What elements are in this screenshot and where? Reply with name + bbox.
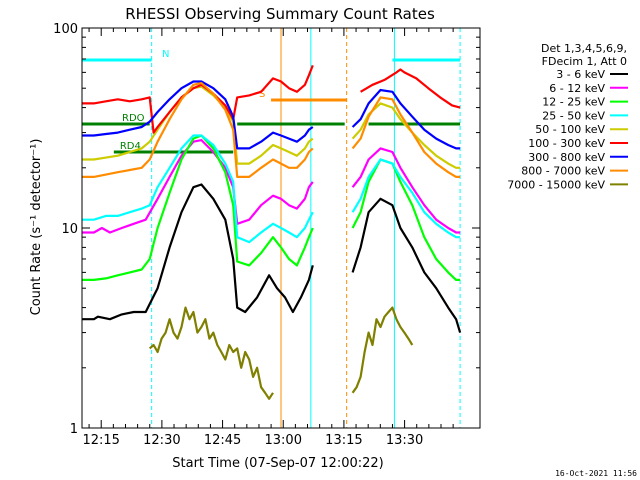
axes: 12:15 12:30 12:45 13:00 13:15 13:30 1 10 100 [53,22,481,448]
y-tick-label-2: 10 [61,222,78,237]
x-tick-label-4: 13:00 [265,433,302,448]
series-line-4 [82,134,461,244]
legend-label-7: 300 - 800 keV [528,151,605,164]
legend-label-4: 25 - 50 keV [542,109,605,122]
flag-bars: N S RDO RD4 [82,49,461,154]
series-lines [82,64,462,400]
series-line-3 [82,134,461,281]
legend-label-5: 50 - 100 keV [535,123,605,136]
legend-label-2: 6 - 12 keV [549,82,605,95]
x-tick-label-5: 13:15 [325,433,362,448]
series-line-7 [82,80,461,150]
series-line-1 [82,183,462,333]
legend-label-8: 800 - 7000 keV [521,165,605,178]
footer-timestamp: 16-Oct-2021 11:56 [555,469,637,478]
y-axis-label: Count Rate (s⁻¹ detector⁻¹) [29,139,44,316]
series-line-8 [82,82,461,178]
chart-title: RHESSI Observing Summary Count Rates [125,5,435,23]
legend-label-6: 100 - 300 keV [528,137,605,150]
x-tick-label-6: 13:30 [386,433,423,448]
flag-label-n: N [162,49,169,60]
flag-label-rdo: RDO [122,113,145,124]
legend-header-2: FDecim 1, Att 0 [542,55,627,68]
x-axis-label: Start Time (07-Sep-07 12:00:22) [172,456,383,471]
series-line-2 [82,139,461,234]
legend-label-1: 3 - 6 keV [556,68,605,81]
flag-label-rd4: RD4 [120,141,141,152]
legend-label-3: 12 - 25 keV [542,96,605,109]
x-tick-label-1: 12:15 [82,433,119,448]
series-line-9 [148,306,414,400]
legend-header-1: Det 1,3,4,5,6,9, [541,42,627,55]
y-tick-label-1: 1 [70,422,78,437]
legend: Det 1,3,4,5,6,9, FDecim 1, Att 0 3 - 6 k… [507,42,628,191]
flag-label-s: S [259,89,265,100]
legend-label-9: 7000 - 15000 keV [507,178,605,191]
y-tick-label-3: 100 [53,22,78,37]
x-tick-label-3: 12:45 [204,433,241,448]
x-tick-label-2: 12:30 [143,433,180,448]
